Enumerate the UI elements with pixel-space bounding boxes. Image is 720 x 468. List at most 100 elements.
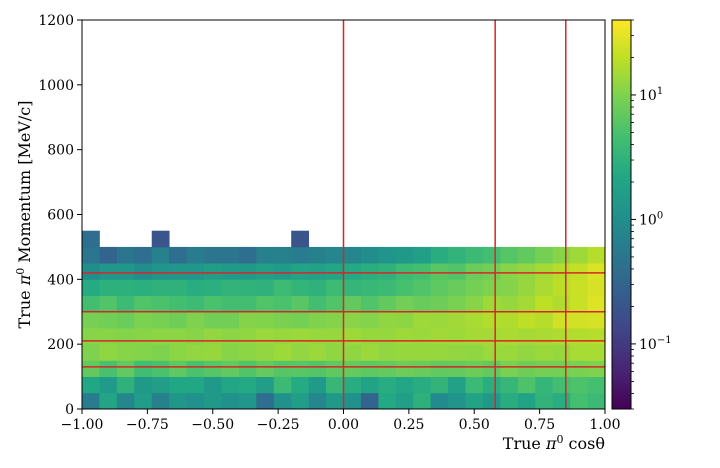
heatmap-cell — [535, 360, 554, 377]
heatmap-cell — [221, 376, 240, 394]
heatmap-cell — [221, 311, 240, 329]
heatmap-cell — [238, 360, 257, 377]
x-tick-label: 0.50 — [459, 417, 490, 433]
heatmap-cell — [343, 263, 362, 280]
heatmap-cell — [535, 376, 554, 394]
heatmap-cell — [326, 376, 344, 394]
heatmap-cell — [360, 360, 379, 377]
colorbar-ticks: 10−1 100 101 — [631, 19, 672, 410]
heatmap-cell — [360, 376, 379, 394]
heatmap-cell — [395, 295, 414, 313]
heatmap-cell — [413, 376, 432, 394]
heatmap-cell — [395, 279, 414, 296]
heatmap-cell — [238, 311, 257, 329]
heatmap-cell — [238, 263, 257, 280]
heatmap-cell — [99, 311, 118, 329]
heatmap-cell — [482, 392, 501, 410]
heatmap-cell — [448, 246, 466, 264]
heatmap-cell — [587, 295, 606, 313]
heatmap-cell — [465, 376, 484, 394]
heatmap-cell — [360, 279, 379, 296]
heatmap-cell — [204, 295, 222, 313]
heatmap-cell — [326, 327, 344, 345]
heatmap-cell — [517, 344, 536, 361]
heatmap-cell — [291, 327, 310, 345]
heatmap-cell — [221, 279, 240, 296]
heatmap-cell — [465, 360, 484, 377]
heatmap-cell — [186, 263, 205, 280]
heatmap-cell — [378, 263, 397, 280]
heatmap-cell — [116, 360, 135, 377]
heatmap-cell — [500, 392, 519, 410]
heatmap-cell — [395, 360, 414, 377]
heatmap-cell — [308, 279, 327, 296]
heatmap-cell — [448, 311, 466, 329]
heatmap-cell — [256, 360, 275, 377]
heatmap-cell — [221, 360, 240, 377]
heatmap-cell — [291, 279, 310, 296]
heatmap-cell — [291, 392, 310, 410]
heatmap-cell — [82, 327, 100, 345]
heatmap-cell — [570, 376, 588, 394]
heatmap-cell — [448, 392, 466, 410]
heatmap-cell — [482, 246, 501, 264]
heatmap-cell — [587, 392, 606, 410]
heatmap-cell — [482, 295, 501, 313]
y-axis-label: True π0 Momentum [MeV/c] — [14, 101, 34, 329]
heatmap-cell — [378, 279, 397, 296]
heatmap-cell — [273, 327, 292, 345]
heatmap-cell — [465, 344, 484, 361]
heatmap-cell — [482, 327, 501, 345]
heatmap-cell — [587, 263, 606, 280]
heatmap-cell — [238, 295, 257, 313]
heatmap-cell — [116, 376, 135, 394]
heatmap-cell — [552, 392, 571, 410]
heatmap-cell — [273, 311, 292, 329]
heatmap-cell — [169, 246, 187, 264]
heatmap-cell — [99, 376, 118, 394]
heatmap-cell — [326, 263, 344, 280]
heatmap-cell — [413, 246, 432, 264]
heatmap-cell — [378, 311, 397, 329]
heatmap-cell — [360, 295, 379, 313]
heatmap-cell — [395, 344, 414, 361]
x-tick-label: 0.75 — [524, 417, 555, 433]
heatmap-cell — [517, 279, 536, 296]
heatmap-cell — [291, 263, 310, 280]
heatmap-cell — [238, 327, 257, 345]
heatmap-cell — [430, 360, 449, 377]
heatmap-cell — [221, 344, 240, 361]
heatmap-cell — [395, 246, 414, 264]
heatmap-cell — [413, 327, 432, 345]
heatmap-cell — [82, 392, 100, 410]
heatmap-cell — [482, 279, 501, 296]
heatmap-cell — [517, 295, 536, 313]
heatmap-cell — [413, 279, 432, 296]
heatmap-cell — [517, 246, 536, 264]
heatmap-cell — [204, 263, 222, 280]
heatmap-cell — [570, 246, 588, 264]
heatmap-cell — [360, 327, 379, 345]
heatmap-cell — [308, 392, 327, 410]
y-tick-label: 0 — [65, 402, 74, 418]
heatmap-cell — [169, 263, 187, 280]
heatmap-cell — [378, 295, 397, 313]
heatmap-cell — [99, 344, 118, 361]
heatmap-cell — [360, 311, 379, 329]
heatmap-cell — [465, 246, 484, 264]
heatmap-cell — [570, 327, 588, 345]
x-axis-ticks: −1.00 −0.75 −0.50 −0.25 0.00 0.25 0.50 0.75 1.00 — [61, 409, 621, 433]
heatmap-cell — [378, 360, 397, 377]
x-tick-label: −0.25 — [257, 417, 300, 433]
heatmap-cell — [186, 376, 205, 394]
heatmap-cell — [448, 344, 466, 361]
y-tick-label: 600 — [47, 208, 74, 224]
heatmap-cell — [204, 360, 222, 377]
heatmap-cell — [256, 392, 275, 410]
heatmap-cell — [256, 279, 275, 296]
heatmap-cell — [535, 344, 554, 361]
heatmap-cell — [134, 311, 153, 329]
heatmap-cell — [151, 327, 170, 345]
x-tick-label: −0.50 — [191, 417, 234, 433]
heatmap-cell — [587, 360, 606, 377]
